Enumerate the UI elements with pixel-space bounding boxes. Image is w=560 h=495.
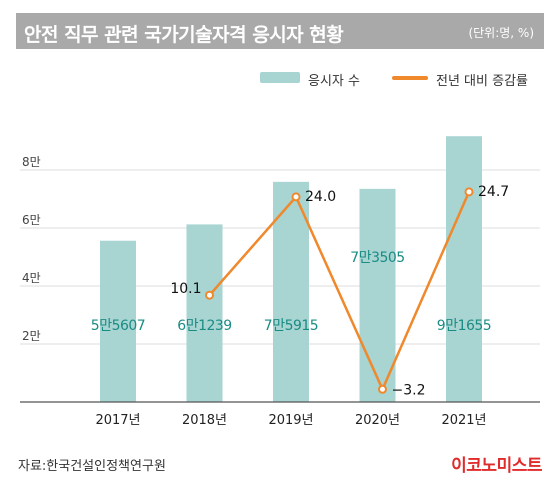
line-value-label: 24.7 (478, 184, 509, 200)
bar (359, 188, 396, 402)
legend-bar-label: 응시자 수 (308, 74, 360, 89)
title-bar: 안전 직무 관련 국가기술자격 응시자 현황 (단위:명, %) (16, 13, 544, 49)
growth-rate-line (208, 191, 471, 391)
bar-value-label: 6만1239 (177, 318, 231, 334)
line-value-label: −3.2 (392, 382, 426, 398)
source-note: 자료:한국건설인정책연구원 (18, 459, 166, 474)
chart-plot: 2만 4만 6만 8만 5만5607 6만1239 7만5915 7만3505 9만1655 20… (20, 136, 540, 428)
bar (100, 240, 136, 402)
line-point (464, 187, 474, 197)
brand-logo: 이코노미스트 (451, 456, 542, 476)
x-tick-label: 2017년 (95, 413, 140, 428)
line-point (205, 290, 214, 300)
line-value-label: 10.1 (170, 281, 201, 297)
x-tick-label: 2020년 (355, 413, 400, 428)
bar-value-label: 9만1655 (437, 318, 491, 334)
legend-bar-swatch (260, 72, 300, 83)
line-point (378, 384, 387, 394)
y-tick-label: 8만 (22, 155, 41, 169)
bar-value-label: 7만5915 (264, 318, 318, 334)
y-tick-label: 6만 (22, 213, 41, 227)
line-value-label: 24.0 (305, 189, 336, 205)
x-tick-label: 2019년 (268, 413, 313, 428)
line-point (291, 192, 301, 202)
bar (186, 224, 223, 402)
bar-value-label: 5만5607 (91, 318, 145, 334)
bar (273, 181, 309, 402)
x-tick-label: 2018년 (182, 413, 227, 428)
chart-title: 안전 직무 관련 국가기술자격 응시자 현황 (24, 24, 344, 46)
x-tick-label: 2021년 (441, 413, 486, 428)
y-tick-label: 2만 (22, 329, 41, 343)
bar-value-label: 7만3505 (350, 250, 404, 266)
bar (446, 136, 482, 402)
y-tick-label: 4만 (22, 271, 41, 285)
unit-label: (단위:명, %) (468, 26, 534, 40)
legend-line-swatch (392, 76, 428, 80)
legend: 응시자 수 전년 대비 증감률 (0, 66, 560, 90)
legend-line-label: 전년 대비 증감률 (436, 74, 528, 89)
